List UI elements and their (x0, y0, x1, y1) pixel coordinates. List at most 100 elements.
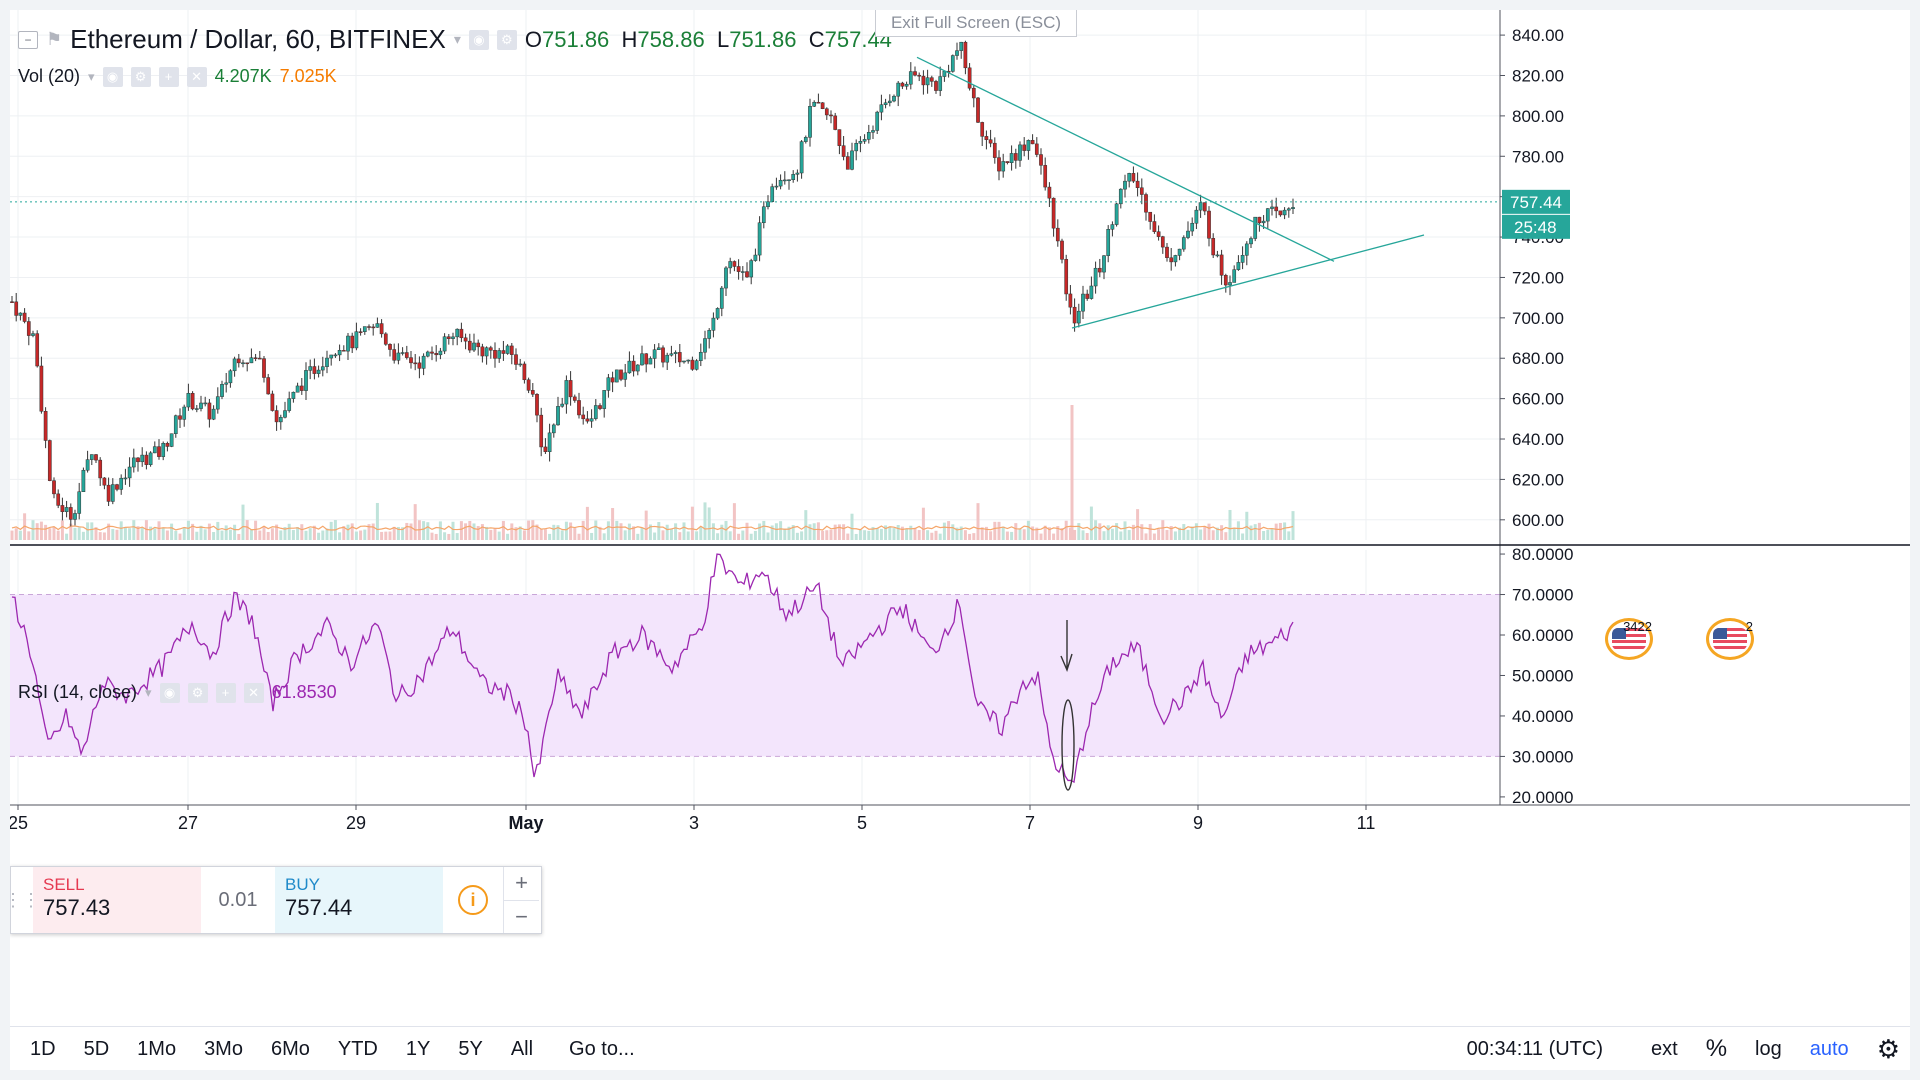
volume-bar (186, 520, 190, 540)
economic-event-us[interactable]: 3422 (1605, 618, 1653, 660)
candle-body (371, 326, 376, 329)
info-button[interactable]: i (443, 867, 503, 933)
candle-body (757, 222, 762, 256)
volume-bar (1274, 523, 1278, 540)
volume-bar (258, 530, 262, 540)
settings-icon[interactable]: ⚙ (1876, 1033, 1900, 1064)
gear-icon[interactable]: ⚙ (496, 29, 517, 50)
dropdown-icon[interactable]: ▾ (453, 31, 461, 47)
volume-bar (27, 531, 31, 540)
candle-body (497, 350, 502, 359)
candle-body (1081, 293, 1085, 312)
volume-study-label[interactable]: Vol (20) (18, 66, 81, 86)
volume-bar (854, 533, 858, 540)
volume-bar (1182, 524, 1186, 540)
volume-bar (934, 530, 938, 540)
eye-icon[interactable]: ◉ (159, 682, 180, 703)
volume-bar (1283, 522, 1287, 540)
plus-icon[interactable]: + (158, 66, 179, 87)
quantity-stepper: + − (503, 867, 539, 933)
sell-button[interactable]: SELL 757.43 (33, 867, 201, 933)
volume-bar (606, 521, 610, 540)
goto-button[interactable]: Go to... (569, 1037, 635, 1060)
candle-body (350, 335, 355, 349)
volume-bar (699, 526, 703, 540)
plus-icon[interactable]: + (215, 682, 236, 703)
candle-body (1118, 188, 1123, 205)
time-tick-label: 9 (1193, 813, 1203, 833)
candle-body (1270, 206, 1274, 209)
candle-body (488, 347, 493, 351)
volume-bar (224, 525, 228, 540)
candle-body (522, 363, 527, 381)
candle-body (157, 446, 161, 457)
volume-bar (157, 521, 161, 540)
rsi-tick-label: 50.0000 (1512, 666, 1573, 685)
volume-bar (111, 528, 115, 540)
close-icon[interactable]: ✕ (243, 682, 264, 703)
volume-bar (930, 532, 934, 540)
symbol-title[interactable]: Ethereum / Dollar, 60, BITFINEX (70, 24, 446, 54)
dropdown-icon[interactable]: ▾ (145, 684, 152, 700)
auto-toggle[interactable]: auto (1809, 1037, 1849, 1060)
volume-bar (749, 533, 753, 540)
ext-toggle[interactable]: ext (1651, 1037, 1678, 1060)
volume-bar (812, 523, 816, 540)
increase-button[interactable]: + (503, 867, 539, 901)
range-5d[interactable]: 5D (83, 1037, 110, 1060)
volume-bar (825, 530, 829, 540)
volume-bar (1207, 523, 1211, 540)
range-all[interactable]: All (510, 1037, 534, 1060)
volume-bar (1010, 531, 1014, 540)
candle-body (602, 390, 607, 409)
range-6mo[interactable]: 6Mo (270, 1037, 310, 1060)
range-ytd[interactable]: YTD (337, 1037, 378, 1060)
candle-body (871, 130, 875, 133)
volume-bar (338, 532, 342, 540)
economic-event-us[interactable]: 2 (1706, 618, 1754, 660)
volume-bar (149, 526, 153, 540)
volume-bar (1266, 529, 1270, 540)
rsi-study-label[interactable]: RSI (14, close) (18, 682, 138, 702)
percent-toggle[interactable]: % (1705, 1035, 1728, 1062)
volume-bar (1064, 520, 1068, 540)
candle-body (77, 491, 82, 514)
range-1y[interactable]: 1Y (405, 1037, 431, 1060)
candle-body (89, 454, 94, 460)
trend-lines[interactable] (10, 56, 1500, 329)
volume-bar (1232, 527, 1236, 540)
volume-bar (711, 523, 715, 540)
range-1mo[interactable]: 1Mo (137, 1037, 177, 1060)
eye-icon[interactable]: ◉ (468, 29, 489, 50)
range-5y[interactable]: 5Y (458, 1037, 483, 1060)
gear-icon[interactable]: ⚙ (130, 66, 151, 87)
volume-bar (1157, 529, 1161, 540)
decrease-button[interactable]: − (503, 900, 539, 933)
exit-fullscreen-button[interactable]: Exit Full Screen (ESC) (875, 10, 1077, 37)
volume-bar (1077, 523, 1081, 540)
collapse-icon[interactable]: − (18, 30, 38, 49)
candle-body (614, 369, 619, 383)
volume-bar (833, 524, 837, 540)
buy-button[interactable]: BUY 757.44 (275, 867, 443, 933)
gear-icon[interactable]: ⚙ (187, 682, 208, 703)
candle-body (917, 74, 922, 77)
volume-bar (560, 530, 564, 540)
drag-handle-icon[interactable]: ⋮⋮ (10, 889, 40, 910)
candle-body (1286, 208, 1291, 211)
volume-bar (329, 521, 333, 540)
flag-icon[interactable]: ⚑ (46, 29, 63, 49)
candle-body (753, 254, 758, 261)
volume-bar (1199, 529, 1203, 540)
log-toggle[interactable]: log (1755, 1037, 1782, 1060)
candle-body (724, 267, 728, 289)
range-1d[interactable]: 1D (30, 1037, 56, 1060)
utc-clock[interactable]: 00:34:11 (UTC) (1466, 1037, 1604, 1060)
eye-icon[interactable]: ◉ (102, 66, 123, 87)
volume-bar (627, 523, 631, 540)
annotation-circle (1061, 699, 1075, 791)
price-tick-label: 720.00 (1512, 268, 1564, 287)
range-3mo[interactable]: 3Mo (204, 1037, 243, 1060)
close-icon[interactable]: ✕ (186, 66, 207, 87)
dropdown-icon[interactable]: ▾ (88, 68, 95, 84)
